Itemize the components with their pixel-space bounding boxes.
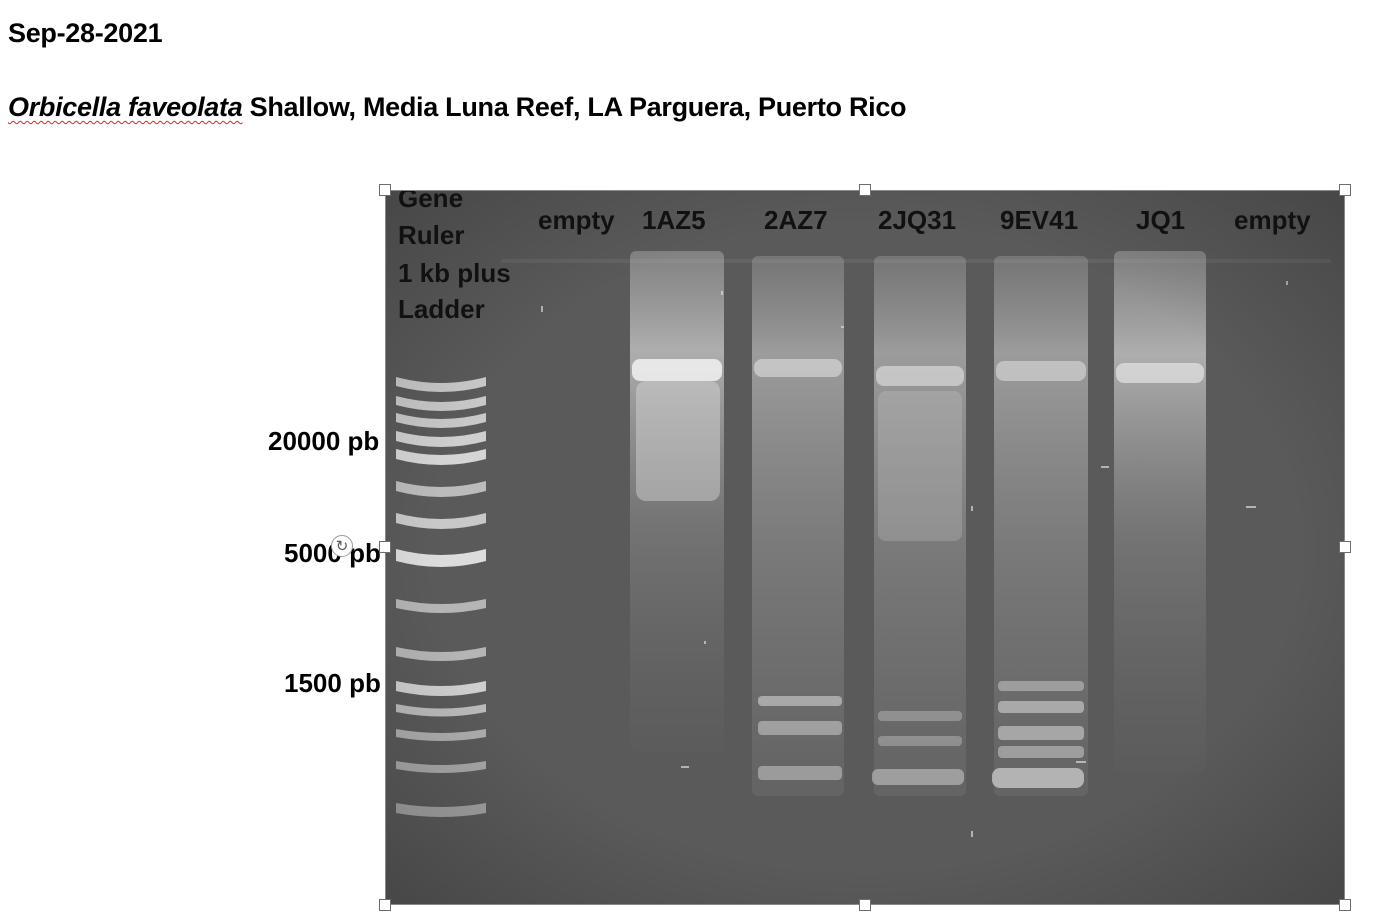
gel-image-frame[interactable]: Gene Ruler 1 kb plus Ladder empty 1AZ5 2… [385,190,1345,905]
resize-handle-top-left[interactable] [379,184,391,196]
ladder-label-20000: 20000 pb [268,426,380,456]
gel-title: Orbicella faveolata Shallow, Media Luna … [8,92,907,123]
resize-handle-top-right[interactable] [1339,184,1351,196]
resize-handle-middle-left[interactable] [379,541,391,553]
resize-handle-bottom-middle[interactable] [859,899,871,911]
ladder-name-line-3: 1 kb plus [398,258,511,288]
lane-label-5: 9EV41 [1000,205,1078,235]
resize-handle-bottom-right[interactable] [1339,899,1351,911]
rotate-handle-icon[interactable]: ↻ [331,535,353,557]
lane-label-1: empty [538,205,615,235]
lane-label-3: 2AZ7 [764,205,828,235]
lane-label-2: 1AZ5 [642,205,706,235]
resize-handle-top-middle[interactable] [859,184,871,196]
ladder-label-1500: 1500 pb [284,668,381,698]
ladder-name-line-1: Gene [398,191,463,213]
title-location: Shallow, Media Luna Reef, LA Parguera, P… [242,92,907,122]
gel-image[interactable]: Gene Ruler 1 kb plus Ladder empty 1AZ5 2… [386,191,1344,904]
lane-label-6: JQ1 [1136,205,1185,235]
date-heading: Sep-28-2021 [8,18,163,48]
resize-handle-bottom-left[interactable] [379,899,391,911]
species-name: Orbicella faveolata [8,92,243,122]
lane-label-4: 2JQ31 [878,205,956,235]
ladder-name-line-4: Ladder [398,294,485,324]
resize-handle-middle-right[interactable] [1339,541,1351,553]
ladder-name-line-2: Ruler [398,220,464,250]
lane-label-7: empty [1234,205,1311,235]
